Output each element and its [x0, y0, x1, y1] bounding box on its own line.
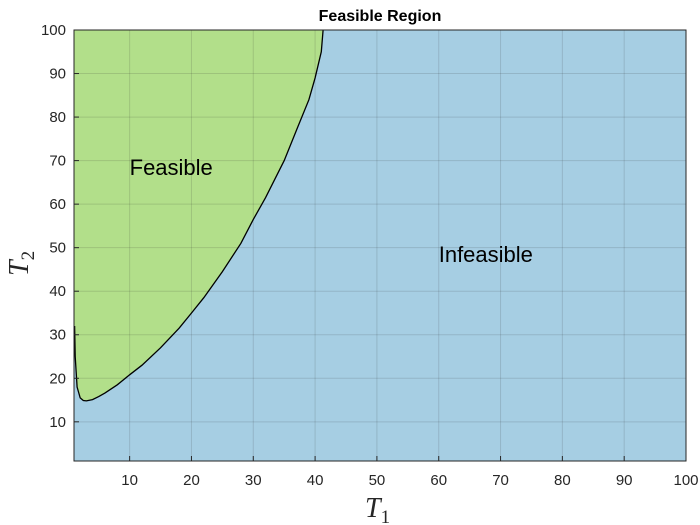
region-label-feasible: Feasible	[130, 155, 213, 180]
x-axis-label-sub: 1	[381, 507, 391, 525]
y-axis-label-base: T	[4, 258, 35, 276]
y-tick-label: 80	[49, 109, 66, 126]
x-tick-label: 70	[492, 472, 509, 489]
x-axis-ticks: 10 20 30 40 50 60 70 80 90 100	[121, 456, 699, 489]
y-tick-label: 100	[41, 22, 66, 39]
chart-title: Feasible Region	[319, 8, 442, 25]
x-tick-label: 40	[307, 472, 324, 489]
x-tick-label: 100	[673, 472, 698, 489]
x-tick-label: 80	[554, 472, 571, 489]
x-tick-label: 90	[616, 472, 633, 489]
plot-area	[73, 29, 687, 462]
x-tick-label: 50	[369, 472, 386, 489]
x-tick-label: 10	[121, 472, 138, 489]
y-tick-label: 10	[49, 414, 66, 431]
feasible-region	[74, 30, 324, 401]
plot-frame	[73, 29, 687, 462]
y-tick-label: 30	[49, 327, 66, 344]
y-tick-label: 20	[49, 370, 66, 387]
y-tick-label: 40	[49, 283, 66, 300]
x-tick-label: 30	[245, 472, 262, 489]
y-axis-label: T2	[4, 251, 39, 276]
y-axis-ticks: 10 20 30 40 50 60 70 80 90 100	[41, 22, 79, 431]
y-tick-label: 50	[49, 240, 66, 257]
boundary-curve	[73, 29, 324, 402]
y-axis-label-sub: 2	[18, 251, 39, 261]
y-tick-label: 70	[49, 153, 66, 170]
x-axis-label-base: T	[365, 493, 383, 524]
x-tick-label: 60	[430, 472, 447, 489]
x-tick-label: 20	[183, 472, 200, 489]
region-label-infeasible: Infeasible	[439, 242, 533, 267]
x-axis-label: T1	[365, 493, 390, 525]
y-tick-label: 60	[49, 196, 66, 213]
y-tick-label: 90	[49, 66, 66, 83]
